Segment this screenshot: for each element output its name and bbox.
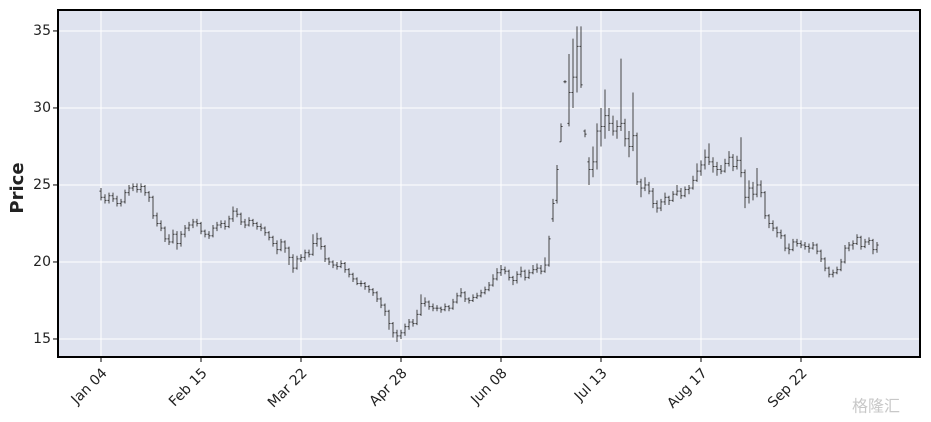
x-tick-label: Sep 22 (765, 365, 811, 411)
y-tick-label: 15 (33, 331, 51, 347)
x-tick-label: Jul 13 (571, 365, 611, 405)
y-tick-label: 35 (33, 23, 51, 39)
x-tick-label: Apr 28 (366, 365, 410, 409)
x-tick-label: Mar 22 (265, 365, 311, 411)
plot-border (57, 9, 921, 358)
y-tick-label: 25 (33, 177, 51, 193)
x-tick-label: Feb 15 (166, 365, 211, 410)
x-tick-label: Jan 04 (68, 365, 111, 408)
y-tick-label: 30 (33, 100, 51, 116)
y-axis-label: Price (7, 162, 28, 213)
y-tick-label: 20 (33, 254, 51, 270)
plot-area (58, 10, 920, 357)
x-tick-label: Aug 17 (664, 365, 710, 411)
x-tick-label: Jun 08 (467, 365, 510, 408)
watermark: 格隆汇 (852, 397, 900, 416)
